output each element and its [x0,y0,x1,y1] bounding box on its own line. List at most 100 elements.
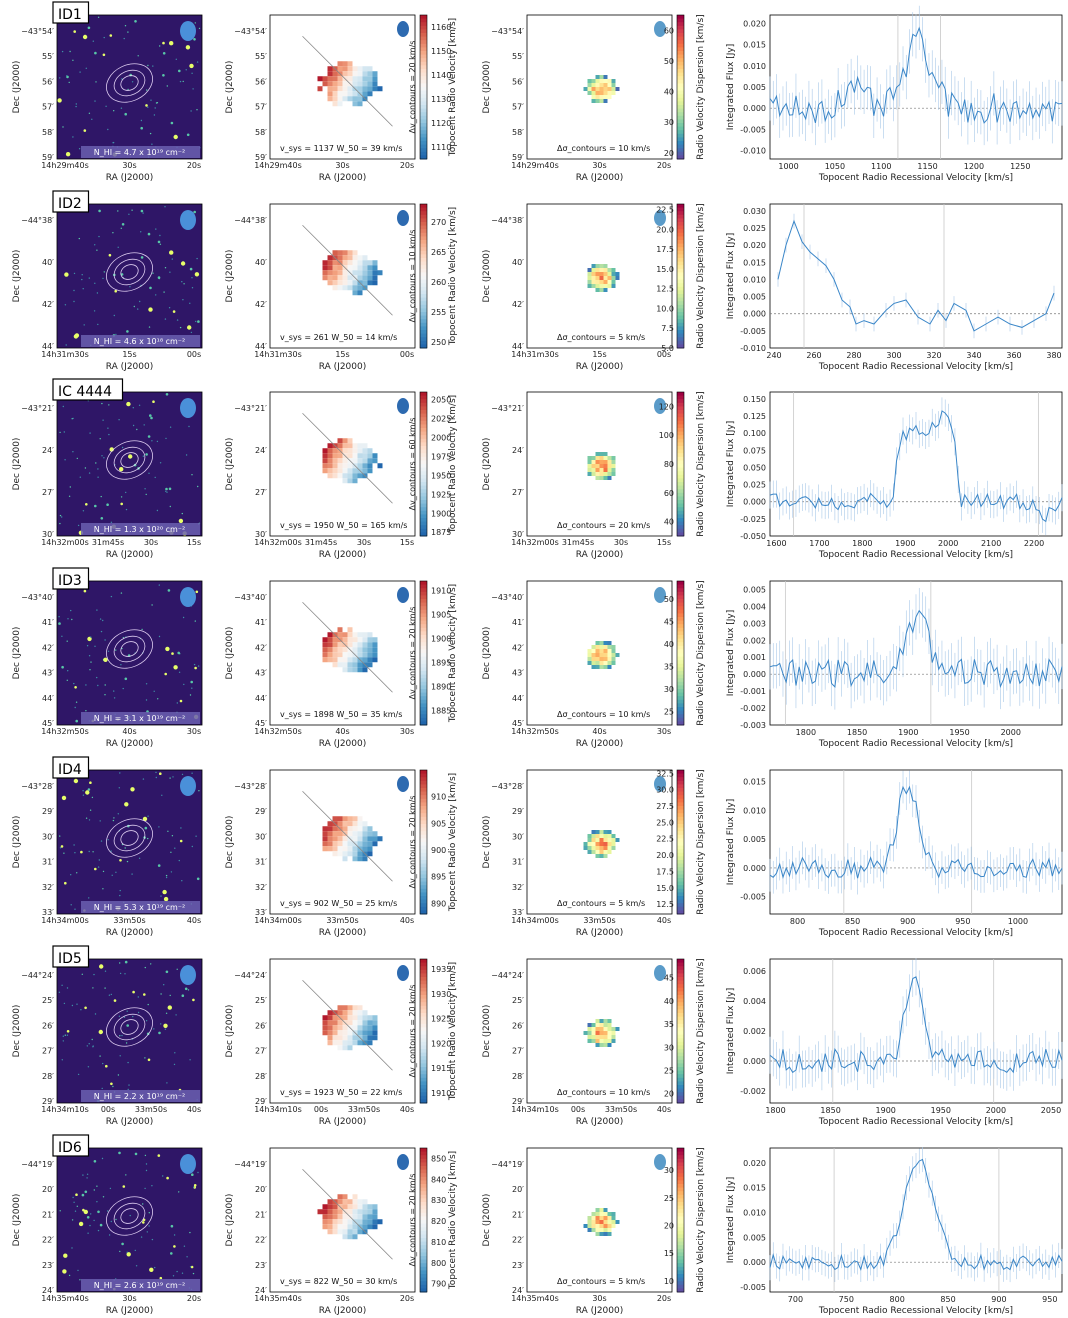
dispersion-pixel [599,850,604,854]
velocity-pixel [372,657,378,663]
star [156,102,159,104]
dec-tick-label: −43°40′ [234,593,267,602]
velocity-pixel [337,851,343,857]
velocity-pixel [352,453,358,459]
dispersion-pixel [603,1208,608,1212]
star [143,424,145,426]
velocity-pixel [342,280,348,286]
velocity-pixel [357,86,363,92]
velocity-pixel [337,438,343,444]
colorbar-segment [677,1077,684,1082]
colorbar-segment [677,137,684,142]
colorbar-segment [420,474,427,479]
dispersion-pixel [595,79,600,83]
dispersion-pixel [591,665,596,669]
star [142,455,145,457]
colorbar-segment [420,588,427,593]
dec-tick-label: 24′ [255,446,267,455]
star [159,462,162,464]
colorbar-segment [420,315,427,320]
colorbar-segment [420,627,427,632]
hi-contours [106,818,153,858]
star [169,777,171,779]
velocity-pixel [352,667,358,673]
colorbar-segment [420,283,427,288]
colorbar-segment [677,613,684,618]
dispersion-colorbar-tick: 25.0 [656,818,674,827]
velocity-pixel [367,463,373,469]
colorbar-segment [420,998,427,1003]
dispersion-pixel [595,468,600,472]
star [103,457,105,459]
colorbar-segment [420,112,427,117]
colorbar-segment [420,599,427,604]
ra-tick-label: 30s [592,1294,606,1303]
dispersion-pixel [583,1224,588,1228]
dispersion-colorbar-tick: 20 [664,149,674,158]
dispersion-pixel [591,834,596,838]
colorbar-segment [677,671,684,676]
star [100,840,103,842]
velocity-pixel [352,255,358,261]
star [81,274,83,276]
ra-tick-label: 31m45s [305,538,337,547]
dispersion-pixel [591,460,596,464]
dec-tick-label: 30′ [42,530,54,539]
ra-axis-label: RA (J2000) [106,739,154,749]
velocity-colorbar-tick: 1930 [431,990,451,999]
spectrum-x-tick: 950 [955,917,970,926]
colorbar-segment [677,123,684,128]
velocity-pixel [327,443,333,449]
velocity-pixel [372,1204,378,1210]
colorbar-segment [420,1070,427,1075]
dec-tick-label: 59′ [42,153,54,162]
nhi-text: N_HI = 4.6 x 10¹⁸ cm⁻² [94,337,185,346]
spectrum-y-tick: 0.000 [743,498,766,507]
velocity-pixel [332,1015,338,1021]
dispersion-pixel [591,1035,596,1039]
colorbar-segment [420,620,427,625]
velocity-pixel [347,255,353,261]
star [114,289,117,293]
star [164,318,167,320]
dec-tick-label: 20′ [255,1185,267,1194]
velocity-pixel [347,1015,353,1021]
dec-axis-label: Dec (J2000) [482,816,492,869]
colorbar-segment [677,1070,684,1075]
nhi-text: N_HI = 1.3 x 10²⁰ cm⁻² [94,525,185,534]
star [79,1279,81,1281]
ra-axis-label: RA (J2000) [106,928,154,938]
colorbar-segment [420,1281,427,1286]
star [72,1196,74,1199]
star [174,1052,176,1054]
velocity-pixel [322,1015,328,1021]
velocity-pixel [322,642,328,648]
velocity-pixel [332,1030,338,1036]
dispersion-pixel [599,649,604,653]
star [69,486,72,488]
colorbar-segment [420,58,427,63]
velocity-pixel [337,1030,343,1036]
dec-tick-label: 42′ [512,643,524,652]
colorbar-segment [420,1194,427,1199]
star [92,1045,94,1047]
dispersion-pixel [591,87,596,91]
star [103,36,105,39]
star [66,987,69,989]
velocity-pixel [357,836,363,842]
dispersion-pixel [603,264,608,268]
velocity-pixel [357,76,363,82]
colorbar-segment [677,770,684,775]
colorbar-segment [420,33,427,38]
velocity-pixel [357,473,363,479]
star [144,1154,147,1157]
velocity-pixel [322,1025,328,1031]
dispersion-pixel [607,1031,612,1035]
colorbar-segment [420,1013,427,1018]
star [126,1252,131,1257]
spectrum-y-tick: 0.004 [743,997,766,1006]
colorbar-segment [677,424,684,429]
velocity-pixel [362,1224,368,1230]
colorbar-segment [420,1045,427,1050]
